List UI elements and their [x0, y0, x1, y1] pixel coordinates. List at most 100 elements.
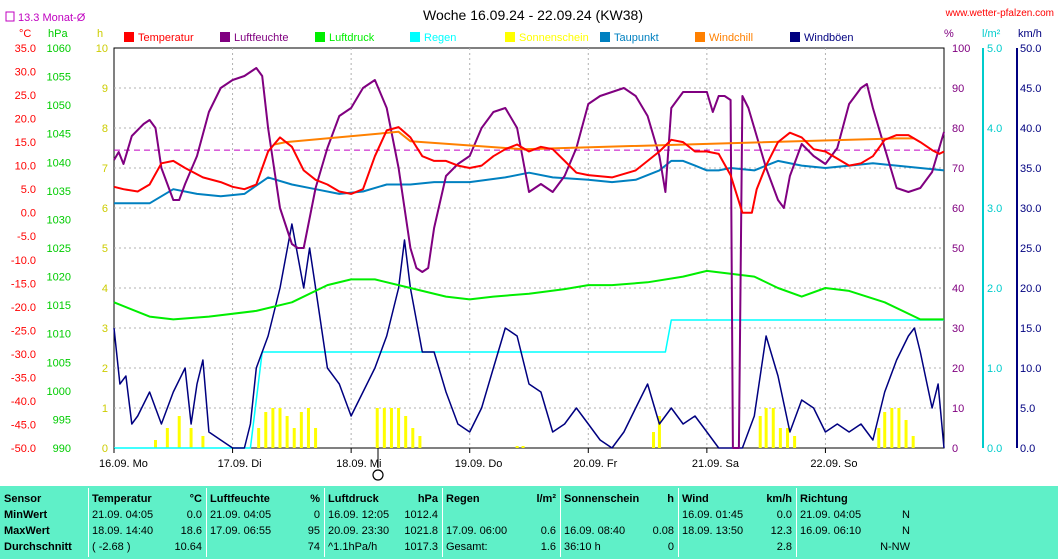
sunshine-bar	[292, 428, 296, 448]
pressure-tick-label: 1040	[47, 157, 71, 169]
cell-time: ( -2.68 )	[92, 541, 131, 553]
table-column-regen: Regen l/m² 17.09. 06:00 0.6 Gesamt: 1.6	[442, 486, 560, 559]
rain-tick-label: 3.0	[987, 203, 1002, 215]
rain-tick-label: 1.0	[987, 363, 1002, 375]
humidity-tick-label: 60	[952, 203, 964, 215]
sun-tick-label: 1	[102, 403, 108, 415]
legend-label: Windchill	[709, 32, 753, 44]
sunshine-bar	[521, 446, 525, 448]
sunshine-bar	[890, 408, 894, 448]
sun-tick-label: 0	[102, 443, 108, 455]
sunshine-bar	[299, 412, 303, 448]
temp-tick-label: 0.0	[21, 208, 36, 220]
humidity-unit-label: %	[944, 28, 954, 40]
x-tick-label: 19.09. Do	[455, 458, 503, 470]
column-unit: km/h	[766, 493, 792, 505]
humidity-tick-label: 100	[952, 43, 970, 55]
rain-tick-label: 0.0	[987, 443, 1002, 455]
chart-title: Woche 16.09.24 - 22.09.24 (KW38)	[423, 7, 643, 23]
rain-unit-label: l/m²	[982, 28, 1001, 40]
table-cell: 16.09. 01:45 0.0	[682, 507, 792, 523]
x-axis: 16.09. Mo 17.09. Di 18.09. Mi 19.09. Do 20.0…	[99, 448, 858, 481]
column-title: Wind	[682, 493, 709, 505]
column-separator	[678, 488, 679, 557]
monthly-avg-label: 13.3 Monat-Ø	[18, 12, 86, 24]
column-title: Luftdruck	[328, 493, 379, 505]
cell-value: 1021.8	[404, 525, 438, 537]
wind-tick-label: 15.0	[1020, 323, 1041, 335]
cell-time: 18.09. 14:40	[92, 525, 154, 537]
sun-unit-label: h	[97, 28, 103, 40]
cell-time: 21.09. 04:05	[800, 509, 862, 521]
weather-chart: Woche 16.09.24 - 22.09.24 (KW38) www.wet…	[5, 7, 1054, 481]
cell-time: 21.09. 04:05	[92, 509, 154, 521]
row-label-text: MaxWert	[4, 525, 50, 537]
temp-tick-label: 30.0	[15, 67, 36, 79]
sun-tick-label: 7	[102, 163, 108, 175]
rain-tick-label: 5.0	[987, 43, 1002, 55]
legend-label: Luftfeuchte	[234, 32, 288, 44]
table-cell: 18.09. 14:40 18.6	[92, 523, 202, 539]
cell-value: 1017.3	[404, 541, 438, 553]
series-taupunkt	[114, 159, 945, 205]
x-tick-label: 20.09. Fr	[573, 458, 617, 470]
pressure-tick-label: 1030	[47, 214, 71, 226]
sunshine-bar	[189, 428, 193, 448]
column-title: Regen	[446, 493, 480, 505]
column-unit: h	[667, 493, 674, 505]
wind-tick-label: 50.0	[1020, 43, 1041, 55]
table-column-sonnenschein: Sonnenschein h 16.09. 08:40 0.08 36:10 h 0	[560, 486, 678, 559]
row-label-text: Durchschnitt	[4, 541, 72, 553]
table-cell	[446, 507, 556, 523]
table-cell: N-NW	[800, 539, 910, 555]
wind-tick-label: 35.0	[1020, 163, 1041, 175]
wind-tick-label: 40.0	[1020, 123, 1041, 135]
pressure-tick-label: 1020	[47, 272, 71, 284]
series-luftfeuchte	[113, 67, 945, 449]
row-label-text: MinWert	[4, 509, 48, 521]
series-temperatur	[113, 126, 945, 214]
humidity-tick-label: 70	[952, 163, 964, 175]
cell-value: 18.6	[180, 525, 202, 537]
cell-value: 0.08	[652, 525, 674, 537]
sunshine-bar	[411, 428, 415, 448]
pressure-tick-label: 1010	[47, 329, 71, 341]
sun-tick-label: 5	[102, 243, 108, 255]
source-link[interactable]: www.wetter-pfalzen.com	[945, 8, 1054, 19]
cell-value: 0.6	[540, 525, 556, 537]
sunshine-bar	[418, 436, 422, 448]
pressure-tick-label: 1045	[47, 129, 71, 141]
sunshine-bar	[271, 408, 275, 448]
sunshine-bar	[883, 412, 887, 448]
sunshine-bar	[785, 428, 789, 448]
column-unit: hPa	[417, 493, 438, 505]
monthly-avg-marker	[5, 11, 15, 22]
legend-swatch	[410, 32, 420, 42]
pressure-tick-label: 1060	[47, 43, 71, 55]
temp-tick-label: 5.0	[21, 184, 36, 196]
column-separator	[206, 488, 207, 557]
temp-tick-label: 35.0	[15, 43, 36, 55]
pressure-tick-label: 1005	[47, 357, 71, 369]
cell-time: 18.09. 13:50	[682, 525, 744, 537]
sunshine-bar	[404, 416, 408, 448]
cell-time: 16.09. 06:10	[800, 525, 862, 537]
legend-swatch	[600, 32, 610, 42]
table-cell: ( -2.68 ) 10.64	[92, 539, 202, 555]
plot-area	[113, 67, 945, 449]
sun-tick-label: 8	[102, 123, 108, 135]
temp-tick-label: -40.0	[11, 396, 36, 408]
wind-tick-label: 5.0	[1020, 403, 1035, 415]
legend-swatch	[124, 32, 134, 42]
table-column-richtung: Richtung 21.09. 04:05 N 16.09. 06:10 N N-NW	[796, 486, 914, 559]
table-column-luftdruck: Luftdruck hPa 16.09. 12:05 1012.4 20.09. 23:…	[324, 486, 442, 559]
legend-swatch	[315, 32, 325, 42]
legend-label: Regen	[424, 32, 456, 44]
statistics-table: Sensor MinWert MaxWert Durchschnitt Temperat…	[0, 486, 1058, 559]
cell-value: 0	[313, 509, 320, 521]
x-tick-label: 16.09. Mo	[99, 458, 148, 470]
legend-swatch	[790, 32, 800, 42]
cell-time: 36:10 h	[564, 541, 601, 553]
pressure-tick-label: 1025	[47, 243, 71, 255]
sunshine-bar	[911, 436, 915, 448]
